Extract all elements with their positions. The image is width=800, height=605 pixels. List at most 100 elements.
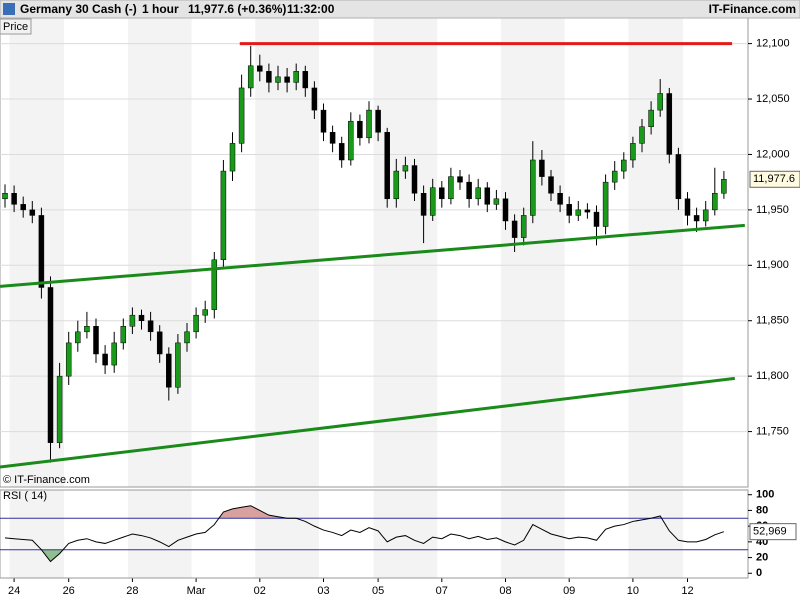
candle-body <box>56 375 63 443</box>
day-bands <box>9 17 683 578</box>
candle-body <box>657 93 663 111</box>
candle-body <box>65 342 72 377</box>
candle-body <box>266 71 272 83</box>
x-tick-label: 26 <box>63 585 75 597</box>
candle-body <box>475 187 481 200</box>
candle-body <box>721 179 727 194</box>
candle-body <box>675 154 682 200</box>
candle-body <box>530 159 536 216</box>
last-price: 11,977.6 (+0.36%) <box>188 2 286 16</box>
candle-body <box>20 204 26 211</box>
candle-body <box>493 198 500 205</box>
day-band <box>373 490 438 578</box>
y-tick-label: 11,850 <box>756 315 789 327</box>
candle-body <box>293 71 299 83</box>
x-tick-label: 28 <box>126 585 138 597</box>
candle-body <box>229 143 236 172</box>
candle-body <box>257 65 263 72</box>
logo-icon <box>3 3 15 15</box>
candle-body <box>593 211 600 227</box>
day-band <box>255 490 319 578</box>
candle-body <box>666 93 673 155</box>
day-band <box>628 490 683 578</box>
candle-body <box>420 193 427 216</box>
candle-body <box>29 209 36 216</box>
x-tick-label: 02 <box>254 585 266 597</box>
trend-line <box>0 223 745 288</box>
candle-body <box>384 132 390 200</box>
candle-body <box>111 342 117 366</box>
day-band <box>500 17 565 487</box>
day-band <box>127 17 192 487</box>
candle-body <box>684 198 691 216</box>
y-tick-label: 11,750 <box>756 425 789 437</box>
candle-body <box>639 126 645 144</box>
candle-body <box>539 159 545 177</box>
candle-body <box>693 215 700 222</box>
chart-title: Germany 30 Cash (-) <box>20 2 137 16</box>
candle-body <box>302 71 309 89</box>
candle-body <box>439 187 445 200</box>
y-tick-label: 0 <box>756 567 762 579</box>
candle-body <box>611 170 618 183</box>
candle-body <box>584 209 591 213</box>
candle-body <box>411 165 418 194</box>
x-tick-label: 05 <box>372 585 384 597</box>
candle-body <box>138 314 145 321</box>
day-band <box>127 490 192 578</box>
candle-body <box>457 176 463 183</box>
candle-body <box>557 193 563 205</box>
candle-body <box>102 353 108 366</box>
candle-body <box>202 309 208 316</box>
candle-body <box>84 326 90 333</box>
y-tick-label: 12,000 <box>756 148 790 160</box>
x-tick-label: Mar <box>187 585 206 597</box>
trend-line <box>0 376 735 469</box>
candle-body <box>147 320 154 333</box>
day-band <box>9 17 65 487</box>
y-tick-label: 11,950 <box>756 204 789 216</box>
candle-body <box>630 143 636 161</box>
candle-body <box>47 287 54 443</box>
rsi-label: RSI ( 14) <box>3 490 47 502</box>
candle-body <box>38 215 45 288</box>
day-band <box>628 17 683 487</box>
candle-body <box>11 193 17 205</box>
y-tick-label: 12,100 <box>756 38 790 50</box>
rsi-tag-label: 52,969 <box>753 526 787 538</box>
candle-body <box>648 109 654 127</box>
x-tick-label: 07 <box>436 585 448 597</box>
x-tick-label: 09 <box>563 585 575 597</box>
y-tick-label: 20 <box>756 551 768 563</box>
candle-body <box>329 132 336 144</box>
panel-label: Price <box>3 21 28 33</box>
candle-body <box>448 176 454 200</box>
x-tick-label: 12 <box>681 585 693 597</box>
candle-body <box>366 109 372 139</box>
candle-body <box>548 176 554 194</box>
candle-body <box>320 109 327 133</box>
candle-body <box>402 165 409 172</box>
candle-body <box>166 353 172 388</box>
candle-body <box>602 181 609 227</box>
candle-body <box>375 109 381 133</box>
day-band <box>9 490 65 578</box>
candle-body <box>129 314 136 327</box>
y-tick-label: 100 <box>756 489 774 501</box>
rsi-line <box>4 505 725 563</box>
copyright: © IT-Finance.com <box>3 474 90 486</box>
candle-body <box>566 204 572 216</box>
candle-body <box>511 220 518 238</box>
candle-body <box>193 314 199 333</box>
candle-body <box>311 87 318 111</box>
candle-body <box>621 159 627 172</box>
candle-body <box>348 120 354 161</box>
x-tick-label: 10 <box>627 585 639 597</box>
candle-body <box>357 120 363 139</box>
candle-body <box>156 331 163 355</box>
header-bar <box>0 0 800 19</box>
x-tick-label: 24 <box>8 585 20 597</box>
candle-body <box>75 331 81 344</box>
candle-body <box>238 87 245 144</box>
